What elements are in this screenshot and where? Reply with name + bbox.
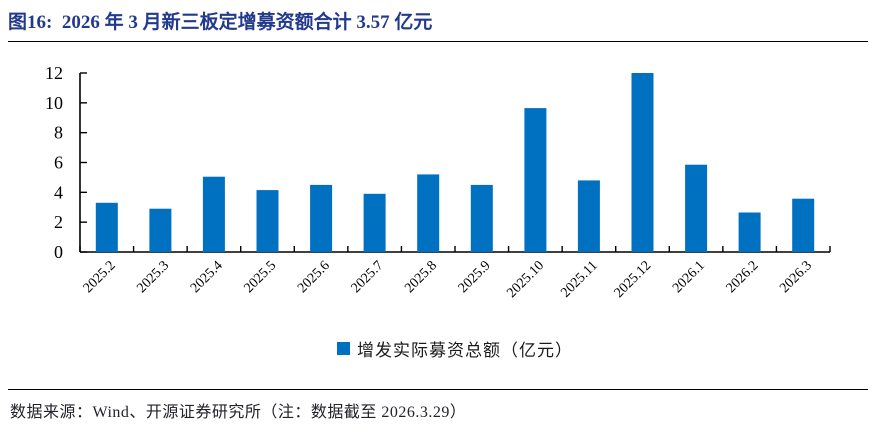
x-axis-tick-label: 2026.3	[777, 258, 815, 296]
bar	[685, 164, 708, 252]
bar	[95, 202, 118, 252]
legend-series-label: 增发实际募资总额（亿元）	[357, 340, 573, 360]
bar	[256, 190, 279, 252]
bar	[577, 180, 600, 252]
x-axis-tick-label: 2025.7	[349, 258, 387, 296]
x-axis-tick-label: 2026.1	[670, 258, 708, 296]
title-divider-line	[8, 41, 868, 42]
y-axis-tick-label: 10	[45, 93, 63, 113]
bar	[792, 198, 815, 252]
y-axis-tick-label: 8	[54, 123, 63, 143]
y-axis-tick-label: 6	[54, 153, 63, 173]
footer-divider-line	[8, 389, 868, 390]
bar	[310, 184, 333, 252]
bar	[631, 73, 654, 252]
x-axis-tick-label: 2026.2	[724, 258, 762, 296]
x-axis-tick-label: 2025.10	[504, 258, 547, 301]
x-axis-tick-label: 2025.12	[612, 258, 655, 301]
bar	[149, 208, 172, 252]
chart-legend: 增发实际募资总额（亿元）	[80, 337, 830, 360]
bar	[363, 193, 386, 252]
bar	[524, 108, 547, 252]
legend-marker-swatch	[337, 341, 350, 355]
figure-title: 图16: 2026 年 3 月新三板定增募资额合计 3.57 亿元	[8, 12, 433, 33]
x-axis-tick-label: 2025.2	[81, 258, 119, 296]
x-axis-tick-label: 2025.4	[188, 258, 226, 296]
x-axis-tick-label: 2025.8	[402, 258, 440, 296]
y-axis-tick-label: 0	[54, 242, 63, 262]
x-axis-tick-label: 2025.11	[558, 258, 600, 300]
bar	[202, 176, 225, 252]
x-axis-tick-label: 2025.6	[295, 258, 333, 296]
x-axis-tick-label: 2025.5	[241, 258, 279, 296]
data-source-note: 数据来源：Wind、开源证券研究所（注：数据截至 2026.3.29）	[10, 404, 467, 421]
bar	[470, 184, 493, 252]
y-axis-tick-label: 4	[54, 182, 63, 202]
y-axis-tick-label: 2	[54, 212, 63, 232]
bar	[738, 212, 761, 252]
bar	[417, 174, 440, 252]
y-axis-tick-label: 12	[45, 63, 63, 83]
x-axis-tick-label: 2025.3	[134, 258, 172, 296]
x-axis-tick-label: 2025.9	[456, 258, 494, 296]
